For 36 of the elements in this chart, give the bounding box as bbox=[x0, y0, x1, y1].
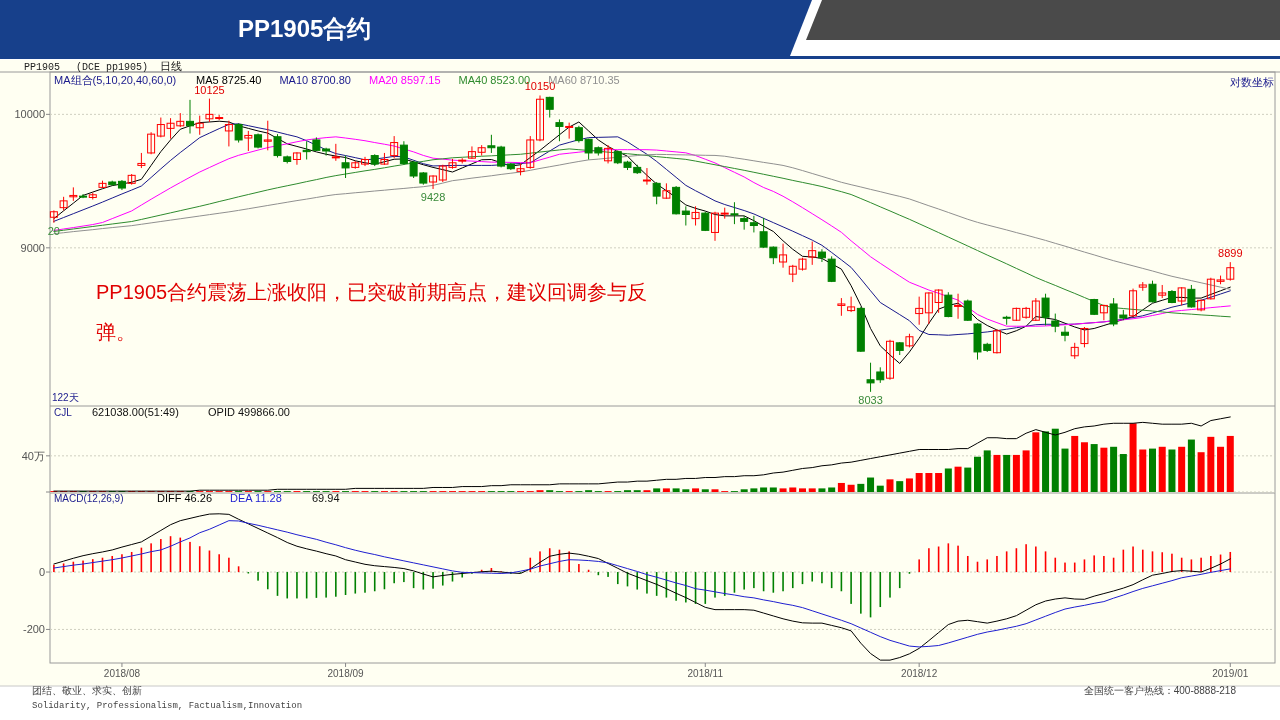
series-label: DIFF 46.26 bbox=[157, 492, 213, 504]
annotation: PP1905 bbox=[24, 62, 61, 73]
text: 日线 bbox=[160, 60, 182, 72]
chart-title: PP1905合约 bbox=[238, 15, 372, 42]
annotation: OPID 499866.00 bbox=[208, 406, 290, 418]
x-tick-label: 2018/08 bbox=[103, 668, 141, 679]
annotation: 122天 bbox=[52, 392, 79, 403]
annotation: MACD(12,26,9) bbox=[54, 493, 124, 504]
text: 全国统一客户热线：400-8888-218 bbox=[1083, 685, 1237, 696]
text: MA5 8725.40 bbox=[196, 74, 262, 86]
text: 团结、敬业、求实、创新 bbox=[32, 685, 142, 696]
x-tick-label: 2019/01 bbox=[1212, 668, 1249, 679]
annotation: (DCE pp1905) bbox=[76, 62, 149, 73]
annotation: 对数坐标 bbox=[1230, 76, 1274, 88]
y-tick-label: 40万 bbox=[21, 449, 45, 462]
annotation: 69.94 bbox=[312, 492, 340, 504]
annotation: CJL bbox=[54, 407, 73, 418]
y-tick-label: -200 bbox=[22, 623, 45, 636]
text: MA20 8597.15 bbox=[369, 74, 441, 86]
series-label: DEA 11.28 bbox=[230, 492, 282, 504]
annotation: 8899 bbox=[1218, 247, 1243, 260]
text: Solidarity, Professionalism, Factualism,Innovation bbox=[32, 701, 303, 711]
annotation: PP1905合约震荡上涨收阳，已突破前期高点，建议回调参与反弹。 bbox=[96, 280, 649, 345]
annotation: MA组合(5,10,20,40,60,0) bbox=[54, 74, 177, 86]
x-tick-label: 2018/12 bbox=[901, 668, 938, 679]
annotation: 10125 bbox=[194, 83, 225, 96]
annotation: 9428 bbox=[420, 190, 446, 203]
x-tick-label: 2018/09 bbox=[327, 668, 365, 679]
annotation: 621038.00(51:49) bbox=[92, 406, 179, 418]
y-tick-label: 10000 bbox=[14, 108, 45, 121]
y-tick-label: 9000 bbox=[20, 241, 45, 254]
text: MA10 8700.80 bbox=[279, 74, 351, 86]
y-tick-label: 0 bbox=[38, 566, 45, 579]
annotation: 8033 bbox=[858, 393, 883, 406]
annotation: 20 bbox=[47, 224, 61, 237]
x-tick-label: 2018/11 bbox=[687, 668, 724, 679]
